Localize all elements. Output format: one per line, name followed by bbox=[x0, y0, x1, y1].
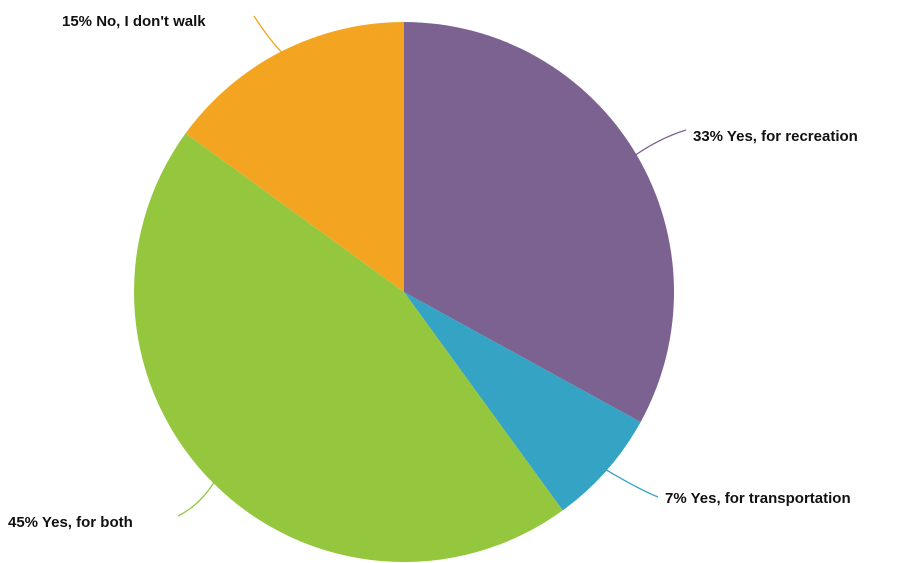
slice-yes-transportation bbox=[404, 292, 641, 511]
leader-yes-both bbox=[177, 481, 216, 517]
label-no-dont-walk: 15% No, I don't walk bbox=[62, 13, 206, 30]
leader-no-dont-walk bbox=[253, 15, 283, 54]
pie-slices bbox=[133, 22, 675, 563]
leader-lines bbox=[177, 15, 687, 517]
label-yes-recreation: 33% Yes, for recreation bbox=[693, 128, 858, 145]
label-yes-both: 45% Yes, for both bbox=[8, 514, 133, 531]
slice-yes-both bbox=[133, 133, 563, 563]
leader-yes-transportation bbox=[604, 468, 659, 498]
slice-yes-recreation bbox=[404, 22, 675, 423]
label-yes-transportation: 7% Yes, for transportation bbox=[665, 490, 851, 507]
leader-yes-recreation bbox=[634, 129, 687, 157]
slice-no-dont-walk bbox=[185, 22, 404, 292]
